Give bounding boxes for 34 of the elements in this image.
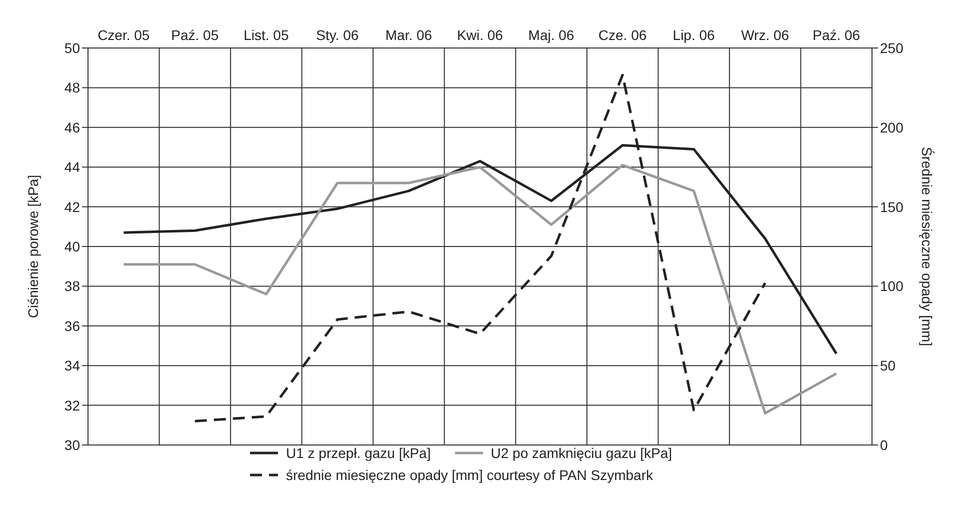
legend-label: średnie miesięczne opady [mm] courtesy of PAN Szymbark [286,467,653,483]
y-axis-title: Ciśnienie porowe [kPa] [24,174,41,318]
y2-tick-label: 250 [880,40,904,56]
legend-label: U2 po zamknięciu gazu [kPa] [490,445,672,461]
x-tick-label: Mar. 06 [385,27,432,43]
x-tick-label: Paź. 05 [171,27,219,43]
x-tick-label: Cze. 06 [598,27,647,43]
y-tick-label: 30 [64,436,80,453]
y2-axis-title: Średnie miesięczne opady [mm] [919,146,936,346]
line-series [122,164,838,414]
x-tick-label: Wrz. 06 [741,27,790,43]
y-tick-label: 48 [64,80,80,96]
y-tick-label: 34 [64,358,80,374]
x-tick-label: List. 05 [244,27,289,43]
y-tick-label: 38 [64,278,80,294]
y-tick-label: 46 [64,119,80,136]
x-tick-label: Lip. 06 [672,27,716,43]
y2-tick-label: 150 [880,198,904,215]
x-tick-label: Czer. 05 [98,27,150,43]
y-tick-label: 36 [64,318,80,334]
y2-tick-label: 200 [880,119,904,136]
y-tick-label: 42 [64,198,80,215]
y-tick-label: 50 [64,40,80,56]
y2-tick-label: 100 [880,278,904,294]
y-tick-label: 44 [64,159,80,176]
x-tick-label: Sty. 06 [316,27,359,43]
legend-label: U1 z przepł. gazu [kPa] [286,445,431,461]
x-tick-label: Paź. 06 [812,27,860,43]
x-tick-label: Maj. 06 [528,27,574,43]
y-tick-label: 32 [64,397,80,414]
y-tick-label: 40 [64,238,80,254]
y2-tick-label: 0 [880,436,888,453]
x-tick-label: Kwi. 06 [457,27,504,43]
y2-tick-label: 50 [880,358,896,374]
